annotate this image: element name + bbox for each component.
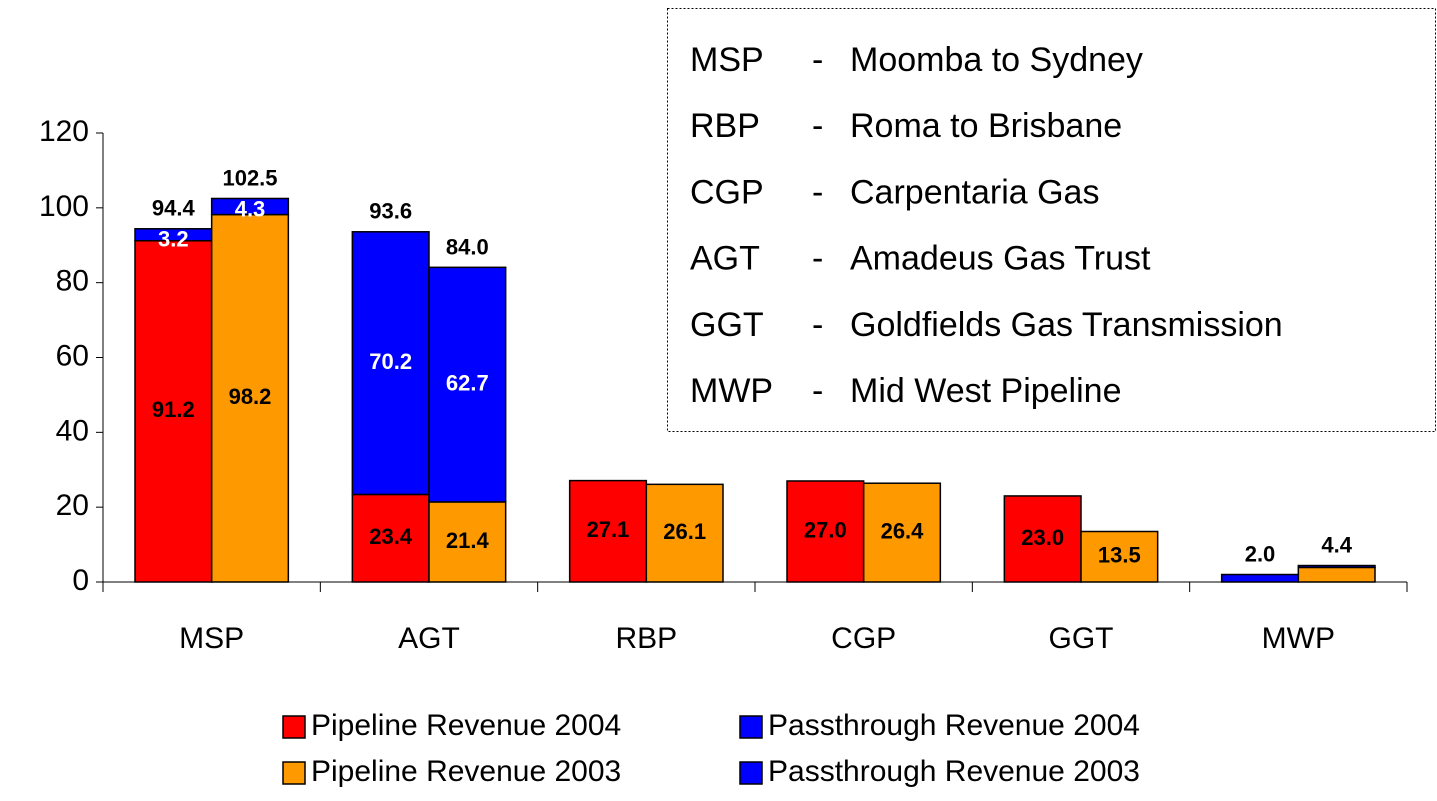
x-tick-label: MWP bbox=[1262, 622, 1335, 655]
key-separator: - bbox=[812, 372, 823, 410]
segment-label: 91.2 bbox=[152, 397, 195, 422]
key-box bbox=[667, 8, 1436, 432]
y-tick-label: 100 bbox=[39, 190, 89, 223]
x-tick-label: MSP bbox=[179, 622, 244, 655]
segment-label: 27.1 bbox=[587, 517, 630, 542]
segment-label: 3.2 bbox=[158, 227, 189, 252]
total-label: 4.4 bbox=[1321, 532, 1352, 557]
bar-segment bbox=[862, 482, 942, 583]
key-separator: - bbox=[812, 41, 823, 79]
y-tick-label: 60 bbox=[56, 339, 89, 372]
key-separator: - bbox=[812, 240, 823, 278]
segment-label: 98.2 bbox=[229, 384, 272, 409]
key-separator: - bbox=[812, 107, 823, 145]
segment-label: 62.7 bbox=[446, 370, 489, 395]
total-label: 93.6 bbox=[369, 199, 412, 224]
y-tick-label: 120 bbox=[39, 115, 89, 148]
segment-label: 70.2 bbox=[369, 349, 412, 374]
bar-segment bbox=[210, 213, 290, 583]
total-label: 102.5 bbox=[222, 165, 277, 190]
x-tick-label: AGT bbox=[398, 622, 460, 655]
y-tick-label: 0 bbox=[72, 564, 89, 597]
key-code: MSP bbox=[690, 41, 764, 79]
x-tick-label: CGP bbox=[831, 622, 896, 655]
bar-segment bbox=[645, 483, 724, 583]
segment-label: 26.1 bbox=[663, 519, 706, 544]
segment-label: 26.4 bbox=[881, 518, 925, 543]
key-separator: - bbox=[812, 306, 823, 344]
total-label: 84.0 bbox=[446, 235, 489, 260]
segment-label: 27.0 bbox=[804, 517, 847, 542]
key-name: Amadeus Gas Trust bbox=[850, 240, 1151, 278]
bar-segment bbox=[568, 479, 648, 583]
key-code: GGT bbox=[690, 306, 764, 344]
key-name: Roma to Brisbane bbox=[850, 107, 1122, 145]
key-name: Mid West Pipeline bbox=[850, 372, 1122, 410]
key-code: MWP bbox=[690, 372, 773, 410]
legend-label: Passthrough Revenue 2003 bbox=[768, 755, 1140, 788]
key-name: Goldfields Gas Transmission bbox=[850, 306, 1283, 344]
y-tick-label: 80 bbox=[56, 265, 89, 298]
bar-segment bbox=[1297, 564, 1376, 569]
bar-segment bbox=[1080, 530, 1159, 583]
legend-swatch bbox=[282, 715, 306, 739]
bar-segment bbox=[1003, 495, 1082, 583]
key-name: Moomba to Sydney bbox=[850, 41, 1143, 79]
bar-segment bbox=[1297, 566, 1376, 583]
bar-segment bbox=[428, 266, 507, 503]
bar-segment bbox=[786, 480, 865, 583]
key-code: CGP bbox=[690, 173, 764, 211]
segment-label: 23.4 bbox=[369, 524, 413, 549]
legend-swatch bbox=[739, 761, 763, 785]
legend-label: Pipeline Revenue 2003 bbox=[311, 755, 621, 788]
bar-segment bbox=[1220, 573, 1300, 583]
total-label: 2.0 bbox=[1245, 541, 1276, 566]
key-code: RBP bbox=[690, 107, 760, 145]
y-tick-label: 20 bbox=[56, 489, 89, 522]
legend-swatch bbox=[739, 715, 763, 739]
legend-label: Passthrough Revenue 2004 bbox=[768, 709, 1140, 742]
y-tick-label: 40 bbox=[56, 414, 89, 447]
key-separator: - bbox=[812, 173, 823, 211]
bar-segment bbox=[210, 197, 290, 216]
legend-label: Pipeline Revenue 2004 bbox=[311, 709, 621, 742]
segment-label: 21.4 bbox=[446, 528, 490, 553]
x-tick-label: RBP bbox=[615, 622, 677, 655]
key-name: Carpentaria Gas bbox=[850, 173, 1099, 211]
bar-segment bbox=[351, 231, 430, 496]
legend-swatch bbox=[282, 761, 306, 785]
segment-label: 23.0 bbox=[1021, 525, 1064, 550]
total-label: 94.4 bbox=[152, 196, 196, 221]
segment-label: 4.3 bbox=[235, 196, 266, 221]
segment-label: 13.5 bbox=[1098, 543, 1141, 568]
key-code: AGT bbox=[690, 240, 760, 278]
x-tick-label: GGT bbox=[1049, 622, 1114, 655]
